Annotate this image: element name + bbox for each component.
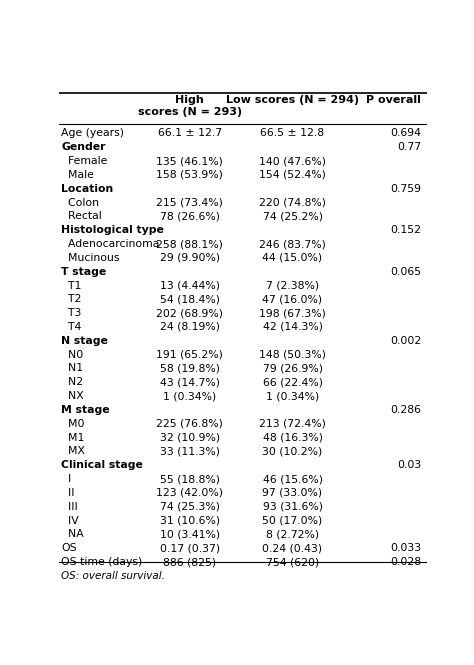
Text: NX: NX	[61, 391, 84, 401]
Text: 191 (65.2%): 191 (65.2%)	[156, 350, 223, 360]
Text: 0.77: 0.77	[397, 142, 421, 152]
Text: 54 (18.4%): 54 (18.4%)	[160, 295, 219, 305]
Text: 198 (67.3%): 198 (67.3%)	[259, 308, 326, 318]
Text: 0.065: 0.065	[390, 267, 421, 277]
Text: NA: NA	[61, 529, 84, 539]
Text: 93 (31.6%): 93 (31.6%)	[263, 501, 322, 512]
Text: Mucinous: Mucinous	[61, 253, 119, 263]
Text: Female: Female	[61, 156, 108, 166]
Text: P overall: P overall	[366, 94, 421, 104]
Text: N0: N0	[61, 350, 83, 360]
Text: 79 (26.9%): 79 (26.9%)	[263, 364, 322, 374]
Text: 0.028: 0.028	[390, 557, 421, 567]
Text: 1 (0.34%): 1 (0.34%)	[266, 391, 319, 401]
Text: Low scores (N = 294): Low scores (N = 294)	[226, 94, 359, 104]
Text: 0.286: 0.286	[390, 405, 421, 415]
Text: 123 (42.0%): 123 (42.0%)	[156, 488, 223, 498]
Text: 24 (8.19%): 24 (8.19%)	[160, 322, 219, 332]
Text: T3: T3	[61, 308, 82, 318]
Text: M stage: M stage	[61, 405, 109, 415]
Text: IV: IV	[61, 515, 79, 525]
Text: I: I	[61, 474, 71, 484]
Text: 215 (73.4%): 215 (73.4%)	[156, 198, 223, 207]
Text: Male: Male	[61, 170, 94, 180]
Text: 0.694: 0.694	[390, 128, 421, 138]
Text: 1 (0.34%): 1 (0.34%)	[163, 391, 216, 401]
Text: 0.152: 0.152	[390, 225, 421, 235]
Text: N1: N1	[61, 364, 83, 374]
Text: 0.033: 0.033	[390, 543, 421, 553]
Text: 148 (50.3%): 148 (50.3%)	[259, 350, 326, 360]
Text: 8 (2.72%): 8 (2.72%)	[266, 529, 319, 539]
Text: 7 (2.38%): 7 (2.38%)	[266, 281, 319, 291]
Text: OS time (days): OS time (days)	[61, 557, 142, 567]
Text: 0.03: 0.03	[397, 460, 421, 470]
Text: M1: M1	[61, 433, 84, 443]
Text: 46 (15.6%): 46 (15.6%)	[263, 474, 322, 484]
Text: 0.24 (0.43): 0.24 (0.43)	[263, 543, 323, 553]
Text: 50 (17.0%): 50 (17.0%)	[263, 515, 323, 525]
Text: T stage: T stage	[61, 267, 106, 277]
Text: II: II	[61, 488, 74, 498]
Text: T4: T4	[61, 322, 82, 332]
Text: 135 (46.1%): 135 (46.1%)	[156, 156, 223, 166]
Text: 13 (4.44%): 13 (4.44%)	[160, 281, 219, 291]
Text: 66 (22.4%): 66 (22.4%)	[263, 377, 322, 387]
Text: Rectal: Rectal	[61, 211, 102, 221]
Text: 55 (18.8%): 55 (18.8%)	[160, 474, 219, 484]
Text: 202 (68.9%): 202 (68.9%)	[156, 308, 223, 318]
Text: 886 (825): 886 (825)	[163, 557, 216, 567]
Text: 58 (19.8%): 58 (19.8%)	[160, 364, 219, 374]
Text: N stage: N stage	[61, 336, 108, 346]
Text: III: III	[61, 501, 78, 512]
Text: 66.5 ± 12.8: 66.5 ± 12.8	[260, 128, 325, 138]
Text: MX: MX	[61, 446, 85, 456]
Text: 225 (76.8%): 225 (76.8%)	[156, 419, 223, 429]
Text: 258 (88.1%): 258 (88.1%)	[156, 239, 223, 249]
Text: 220 (74.8%): 220 (74.8%)	[259, 198, 326, 207]
Text: 158 (53.9%): 158 (53.9%)	[156, 170, 223, 180]
Text: T1: T1	[61, 281, 82, 291]
Text: Clinical stage: Clinical stage	[61, 460, 143, 470]
Text: 0.759: 0.759	[390, 184, 421, 194]
Text: 42 (14.3%): 42 (14.3%)	[263, 322, 322, 332]
Text: OS: overall survival.: OS: overall survival.	[61, 571, 165, 581]
Text: 32 (10.9%): 32 (10.9%)	[160, 433, 220, 443]
Text: Age (years): Age (years)	[61, 128, 124, 138]
Text: 0.17 (0.37): 0.17 (0.37)	[160, 543, 220, 553]
Text: 10 (3.41%): 10 (3.41%)	[160, 529, 220, 539]
Text: 78 (26.6%): 78 (26.6%)	[160, 211, 219, 221]
Text: 246 (83.7%): 246 (83.7%)	[259, 239, 326, 249]
Text: 140 (47.6%): 140 (47.6%)	[259, 156, 326, 166]
Text: 33 (11.3%): 33 (11.3%)	[160, 446, 219, 456]
Text: M0: M0	[61, 419, 84, 429]
Text: 74 (25.2%): 74 (25.2%)	[263, 211, 322, 221]
Text: 754 (620): 754 (620)	[266, 557, 319, 567]
Text: Histological type: Histological type	[61, 225, 164, 235]
Text: 31 (10.6%): 31 (10.6%)	[160, 515, 220, 525]
Text: 154 (52.4%): 154 (52.4%)	[259, 170, 326, 180]
Text: Gender: Gender	[61, 142, 106, 152]
Text: 47 (16.0%): 47 (16.0%)	[263, 295, 323, 305]
Text: 0.002: 0.002	[390, 336, 421, 346]
Text: 66.1 ± 12.7: 66.1 ± 12.7	[157, 128, 222, 138]
Text: 48 (16.3%): 48 (16.3%)	[263, 433, 322, 443]
Text: 213 (72.4%): 213 (72.4%)	[259, 419, 326, 429]
Text: T2: T2	[61, 295, 82, 305]
Text: Colon: Colon	[61, 198, 99, 207]
Text: 30 (10.2%): 30 (10.2%)	[263, 446, 323, 456]
Text: 29 (9.90%): 29 (9.90%)	[160, 253, 220, 263]
Text: 74 (25.3%): 74 (25.3%)	[160, 501, 219, 512]
Text: 43 (14.7%): 43 (14.7%)	[160, 377, 219, 387]
Text: Location: Location	[61, 184, 113, 194]
Text: N2: N2	[61, 377, 83, 387]
Text: Adenocarcinoma: Adenocarcinoma	[61, 239, 159, 249]
Text: High
scores (N = 293): High scores (N = 293)	[137, 94, 242, 118]
Text: OS: OS	[61, 543, 77, 553]
Text: 44 (15.0%): 44 (15.0%)	[263, 253, 323, 263]
Text: 97 (33.0%): 97 (33.0%)	[263, 488, 323, 498]
